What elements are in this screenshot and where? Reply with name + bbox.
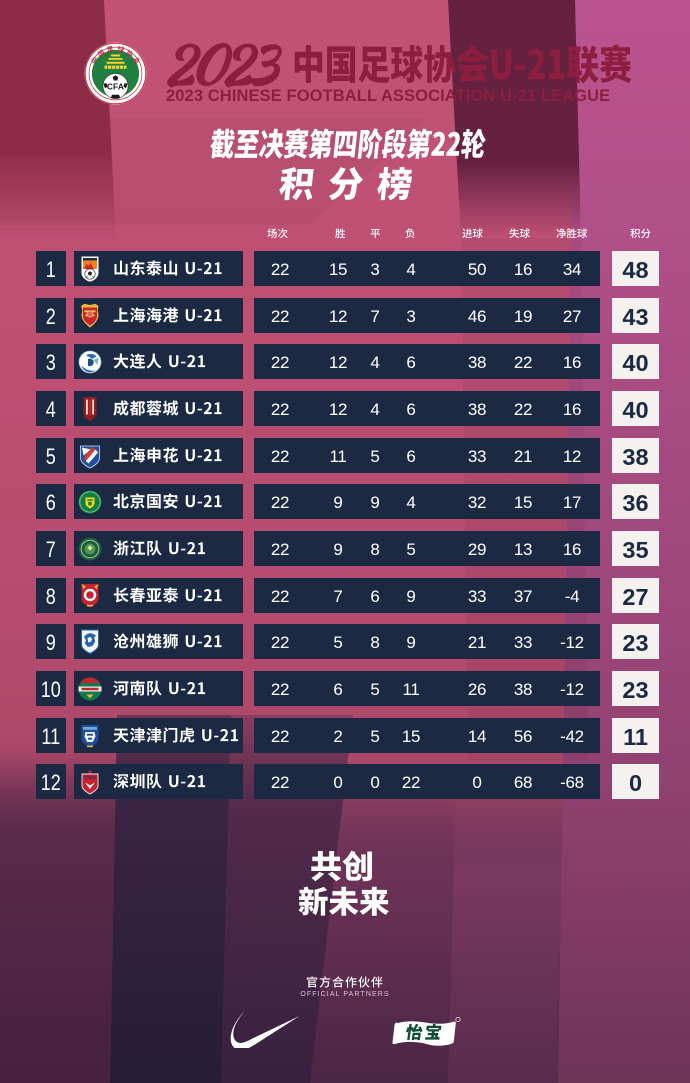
svg-text:CFA: CFA xyxy=(107,82,124,92)
